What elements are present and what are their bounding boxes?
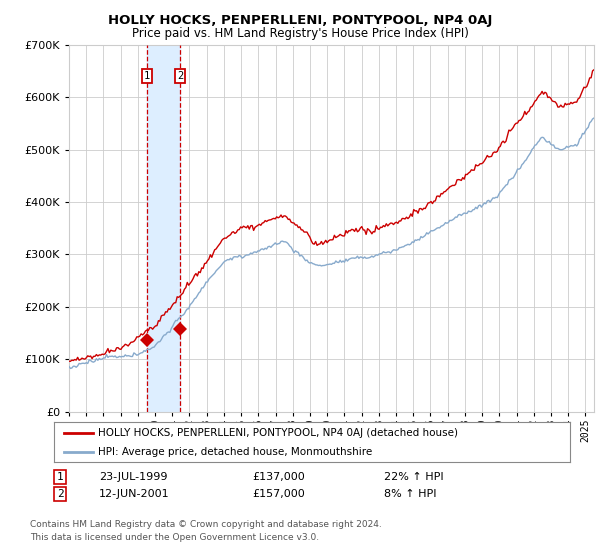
Text: 1: 1	[56, 472, 64, 482]
Text: 1: 1	[144, 71, 151, 81]
Text: This data is licensed under the Open Government Licence v3.0.: This data is licensed under the Open Gov…	[30, 533, 319, 542]
Text: 8% ↑ HPI: 8% ↑ HPI	[384, 489, 437, 499]
Text: HOLLY HOCKS, PENPERLLENI, PONTYPOOL, NP4 0AJ: HOLLY HOCKS, PENPERLLENI, PONTYPOOL, NP4…	[108, 14, 492, 27]
Text: 22% ↑ HPI: 22% ↑ HPI	[384, 472, 443, 482]
Text: HOLLY HOCKS, PENPERLLENI, PONTYPOOL, NP4 0AJ (detached house): HOLLY HOCKS, PENPERLLENI, PONTYPOOL, NP4…	[98, 428, 458, 438]
Text: Contains HM Land Registry data © Crown copyright and database right 2024.: Contains HM Land Registry data © Crown c…	[30, 520, 382, 529]
Text: 2: 2	[56, 489, 64, 499]
Text: 23-JUL-1999: 23-JUL-1999	[99, 472, 167, 482]
Text: £137,000: £137,000	[252, 472, 305, 482]
Text: Price paid vs. HM Land Registry's House Price Index (HPI): Price paid vs. HM Land Registry's House …	[131, 27, 469, 40]
Bar	[148, 45, 180, 412]
Text: 12-JUN-2001: 12-JUN-2001	[99, 489, 170, 499]
Text: £157,000: £157,000	[252, 489, 305, 499]
Text: 2: 2	[177, 71, 183, 81]
Text: HPI: Average price, detached house, Monmouthshire: HPI: Average price, detached house, Monm…	[98, 447, 372, 457]
